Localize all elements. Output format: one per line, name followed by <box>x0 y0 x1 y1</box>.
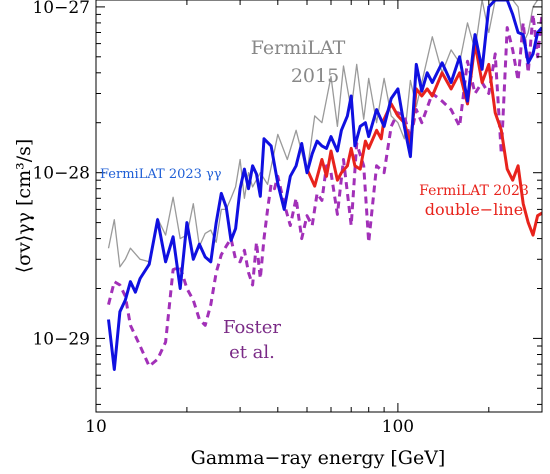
annotation-fermilat-2015-line2: 2015 <box>291 65 339 87</box>
y-axis-title: ⟨σv⟩γγ [cm³/s] <box>13 139 35 274</box>
y-tick-label: 10−28 <box>32 164 90 184</box>
plot-frame <box>95 0 543 413</box>
series-layer <box>107 0 542 371</box>
y-tick-label: 10−29 <box>32 329 90 349</box>
x-tick-label: 10 <box>85 417 107 437</box>
annotation-fermilat-2015-line1: FermiLAT <box>251 37 346 59</box>
tick-layer: 10 100 10−29 10−28 10−27 <box>32 0 543 437</box>
annotation-foster-line2: et al. <box>229 342 275 363</box>
annotation-fermilat-2023-double-line2: double−line <box>425 200 523 219</box>
series-line-2 <box>305 42 542 237</box>
annotation-fermilat-2023-gg: FermiLAT 2023 γγ <box>100 167 222 182</box>
y-tick-label: 10−27 <box>32 0 90 18</box>
x-tick-label: 100 <box>382 417 414 437</box>
annotation-foster-line1: Foster <box>223 317 281 338</box>
series-line-3 <box>107 0 542 371</box>
x-axis-title: Gamma−ray energy [GeV] <box>191 447 446 469</box>
annotation-fermilat-2023-double-line1: FermiLAT 2023 <box>419 183 529 199</box>
series-line-1 <box>107 12 542 368</box>
